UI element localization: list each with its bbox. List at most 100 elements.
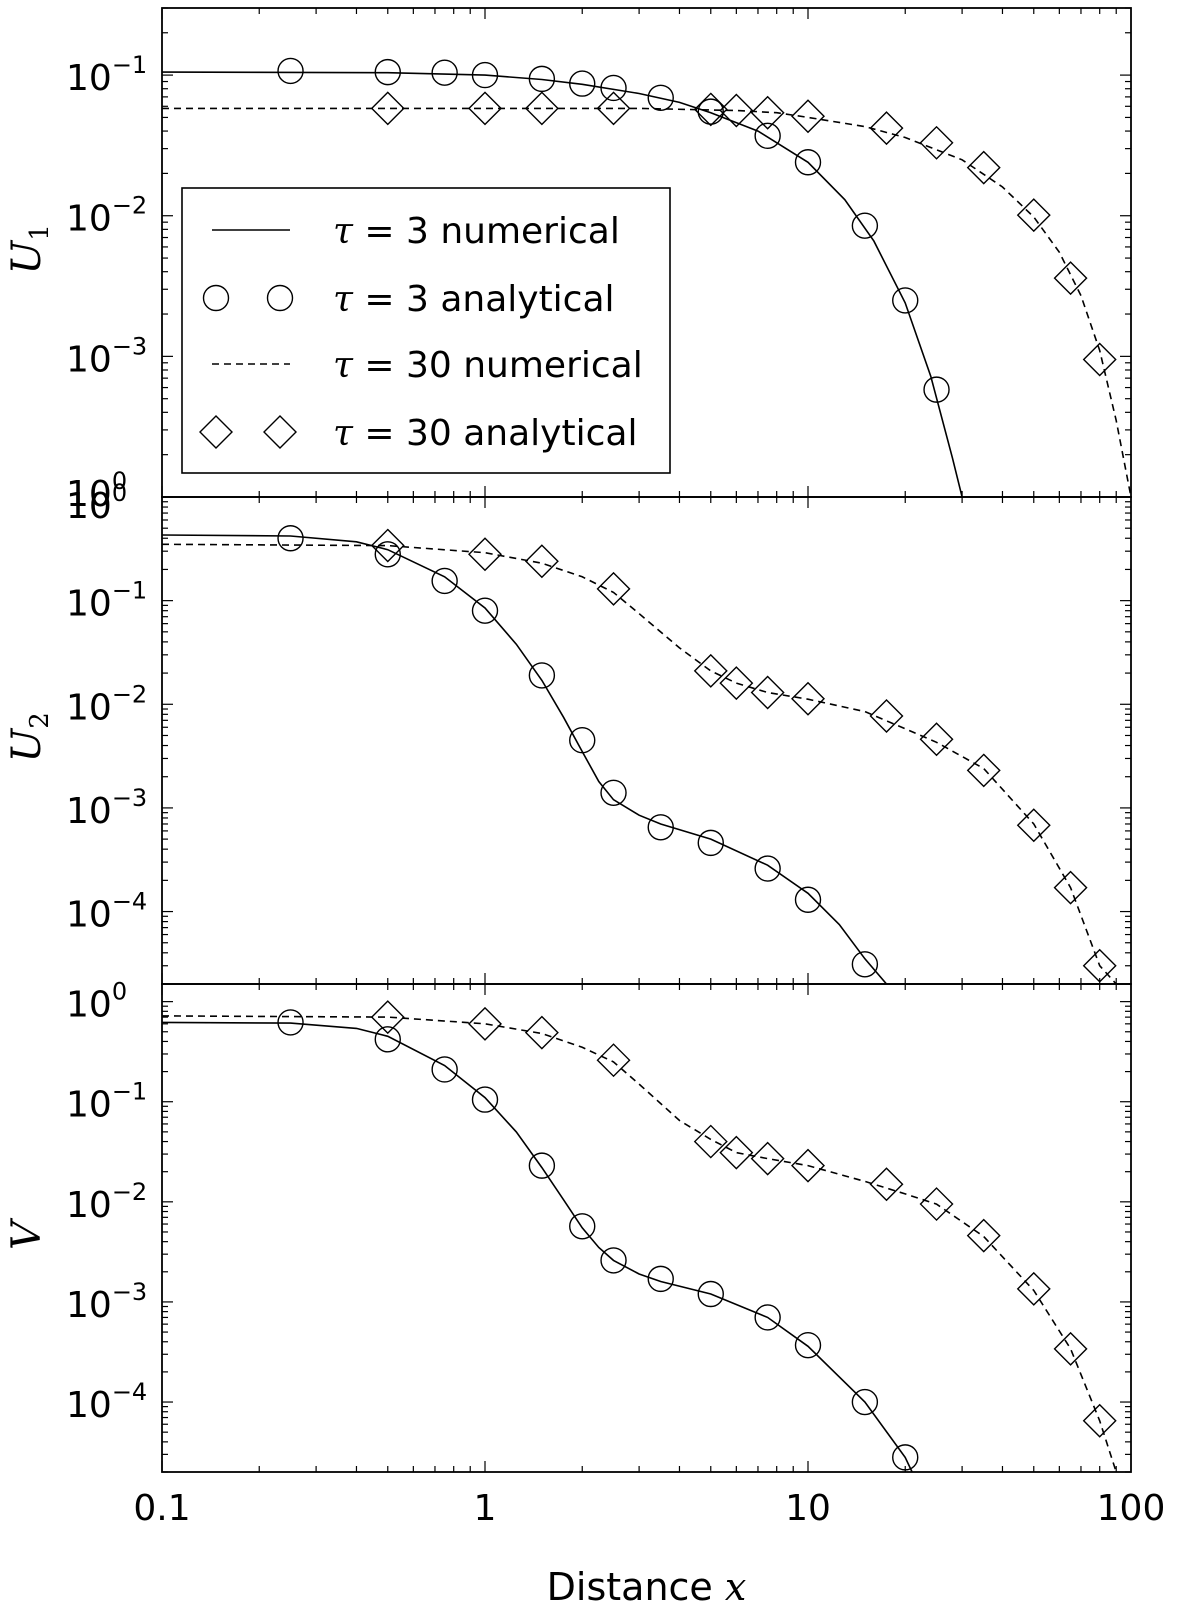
line-tau3-numerical bbox=[162, 1021, 913, 1472]
point-tau3-analytical bbox=[794, 1331, 822, 1359]
point-tau30-analytical bbox=[791, 1148, 825, 1183]
y-tick-label: 10−2 bbox=[66, 1178, 147, 1226]
point-tau30-analytical bbox=[750, 95, 785, 130]
point-tau30-analytical bbox=[919, 1187, 954, 1222]
x-axis-label: Distance x bbox=[547, 1565, 747, 1607]
point-tau3-analytical bbox=[277, 1009, 304, 1036]
legend-label: τ = 3 analytical bbox=[333, 279, 615, 320]
point-tau3-analytical bbox=[600, 74, 627, 102]
point-tau30-analytical bbox=[750, 1141, 785, 1176]
point-tau3-analytical bbox=[569, 727, 596, 754]
point-tau3-analytical bbox=[431, 567, 458, 595]
y-tick-label: 10−3 bbox=[66, 332, 147, 380]
point-tau30-analytical bbox=[596, 571, 631, 606]
point-tau3-analytical bbox=[697, 98, 724, 125]
point-tau3-analytical bbox=[528, 1152, 556, 1179]
point-tau3-analytical bbox=[374, 58, 401, 86]
point-tau30-analytical bbox=[719, 93, 754, 128]
x-tick-label: 100 bbox=[1097, 1488, 1166, 1529]
point-tau30-analytical bbox=[750, 675, 785, 710]
series-group bbox=[162, 1000, 1117, 1472]
legend-frame bbox=[181, 187, 671, 474]
legend-swatch-circle bbox=[266, 284, 294, 312]
point-tau3-analytical bbox=[471, 597, 499, 624]
y-tick-label: 10−1 bbox=[66, 51, 147, 99]
y-tick-label: 10−2 bbox=[66, 680, 147, 728]
point-tau30-analytical bbox=[1082, 948, 1117, 983]
point-tau30-analytical bbox=[370, 528, 405, 563]
point-tau30-analytical bbox=[468, 537, 502, 572]
point-tau30-analytical bbox=[1053, 261, 1088, 296]
panel-1: 10−1 10−2 10−3 100 U1 τ = 3 numerical τ = 3 an… bbox=[4, 7, 1132, 515]
point-tau3-analytical bbox=[528, 662, 556, 689]
legend-entry: τ = 3 analytical bbox=[202, 279, 615, 320]
point-tau30-analytical bbox=[966, 753, 1001, 788]
point-tau3-analytical bbox=[754, 122, 781, 150]
point-tau30-analytical bbox=[524, 91, 559, 126]
legend-entry: τ = 30 analytical bbox=[199, 413, 637, 454]
point-tau3-analytical bbox=[471, 1086, 499, 1113]
point-tau3-analytical bbox=[892, 1444, 919, 1471]
legend-label: τ = 3 numerical bbox=[333, 211, 620, 252]
point-tau30-analytical bbox=[869, 111, 904, 146]
legend-label: τ = 30 numerical bbox=[333, 345, 643, 386]
point-tau3-analytical bbox=[647, 84, 674, 111]
legend-entry: τ = 30 numerical bbox=[212, 345, 643, 386]
point-tau3-analytical bbox=[374, 1026, 401, 1053]
legend-label: τ = 30 analytical bbox=[333, 413, 637, 454]
point-tau3-analytical bbox=[754, 855, 781, 882]
point-tau3-analytical bbox=[647, 814, 674, 841]
point-tau30-analytical bbox=[719, 666, 754, 701]
point-tau3-analytical bbox=[697, 1280, 724, 1308]
point-tau3-analytical bbox=[277, 525, 304, 552]
point-tau30-analytical bbox=[791, 99, 825, 134]
panel-3: 100 10−1 10−2 10−3 10−4 V 0.1 1 10 100 Distance x bbox=[4, 978, 1165, 1607]
series-group bbox=[162, 57, 1131, 497]
point-tau30-analytical bbox=[468, 91, 502, 126]
point-tau3-analytical bbox=[754, 1304, 781, 1331]
series-group bbox=[162, 525, 1117, 984]
point-tau3-analytical bbox=[374, 541, 401, 568]
panel-2: 100 10−1 10−2 10−3 10−4 U2 bbox=[4, 479, 1132, 985]
y-axis-label: V bbox=[4, 1217, 50, 1250]
line-tau3-numerical bbox=[162, 71, 963, 497]
line-tau30-numerical bbox=[162, 543, 1117, 984]
y-axis-label: U1 bbox=[4, 224, 55, 274]
point-tau30-analytical bbox=[370, 1000, 405, 1035]
point-tau30-analytical bbox=[693, 92, 728, 127]
point-tau3-analytical bbox=[431, 1056, 458, 1083]
point-tau30-analytical bbox=[524, 544, 559, 579]
point-tau3-analytical bbox=[697, 829, 724, 857]
point-tau30-analytical bbox=[719, 1135, 754, 1170]
point-tau3-analytical bbox=[851, 951, 879, 978]
point-tau3-analytical bbox=[600, 1247, 627, 1274]
point-tau30-analytical bbox=[1016, 1271, 1051, 1306]
point-tau30-analytical bbox=[524, 1015, 559, 1050]
y-tick-label: 10−4 bbox=[66, 888, 147, 936]
legend-swatch-diamond bbox=[263, 415, 297, 449]
point-tau30-analytical bbox=[966, 150, 1001, 185]
point-tau3-analytical bbox=[569, 1213, 596, 1240]
point-tau30-analytical bbox=[1016, 808, 1051, 843]
point-tau3-analytical bbox=[851, 1388, 879, 1416]
point-tau3-analytical bbox=[851, 212, 879, 239]
y-axis-label: U2 bbox=[4, 712, 55, 762]
y-tick-label: 10−4 bbox=[66, 1378, 147, 1426]
y-tick-label: 100 bbox=[66, 978, 127, 1026]
point-tau3-analytical bbox=[923, 376, 950, 403]
point-tau30-analytical bbox=[693, 653, 728, 688]
plot-frame bbox=[161, 983, 1132, 1473]
point-tau30-analytical bbox=[1082, 1403, 1117, 1438]
point-tau3-analytical bbox=[892, 287, 919, 314]
legend-entry: τ = 3 numerical bbox=[212, 211, 620, 252]
point-tau30-analytical bbox=[1082, 342, 1117, 377]
point-tau3-analytical bbox=[647, 1265, 674, 1293]
point-tau3-analytical bbox=[600, 779, 627, 806]
point-tau3-analytical bbox=[794, 886, 822, 913]
point-tau30-analytical bbox=[468, 1006, 502, 1041]
y-tick-label: 10−3 bbox=[66, 784, 147, 832]
point-tau3-analytical bbox=[277, 57, 304, 85]
y-tick-label: 100 bbox=[66, 479, 127, 527]
y-tick-label: 100 bbox=[66, 467, 127, 515]
